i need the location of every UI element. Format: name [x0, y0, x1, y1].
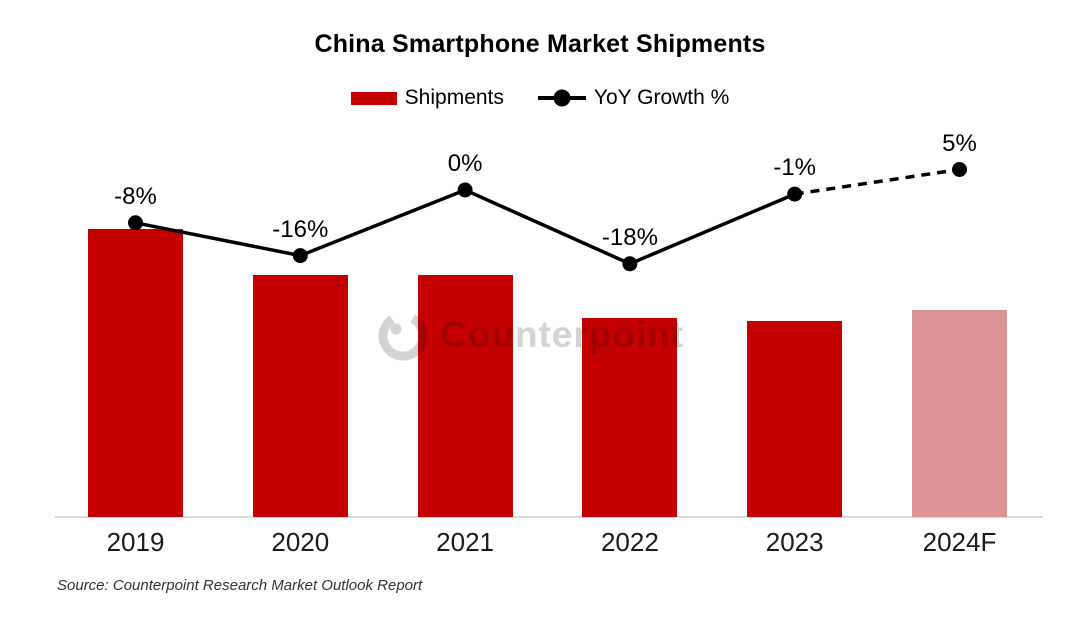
- yoy-marker-2019: [128, 215, 143, 231]
- chart-title: China Smartphone Market Shipments: [314, 30, 766, 58]
- x-tick-2019: 2019: [106, 527, 165, 557]
- legend-yoy-label: YoY Growth %: [593, 86, 730, 109]
- bar-2024F: [912, 309, 1007, 517]
- x-tick-2024F: 2024F: [922, 527, 997, 557]
- yoy-marker-2023: [787, 186, 803, 202]
- shipments-swatch-icon: [350, 91, 397, 105]
- yoy-label-2022: -18%: [601, 223, 658, 251]
- yoy-label-2020: -16%: [272, 215, 329, 243]
- x-tick-2020: 2020: [271, 527, 330, 557]
- yoy-label-2024F: 5%: [942, 129, 977, 157]
- bar-2020: [252, 275, 348, 517]
- yoy-marker-2021: [457, 182, 473, 198]
- yoy-line-forecast-dashed: [794, 167, 960, 196]
- legend: Shipments YoY Growth %: [0, 86, 1080, 110]
- legend-shipments-label: Shipments: [404, 86, 504, 109]
- yoy-label-2019: -8%: [114, 182, 157, 210]
- yoy-label-2021: 0%: [447, 150, 483, 177]
- yoy-marker-2022: [622, 256, 638, 272]
- legend-item-shipments: Shipments: [350, 86, 504, 110]
- yoy-line-solid: [135, 188, 796, 266]
- x-tick-2021: 2021: [436, 527, 495, 557]
- bar-2021: [417, 275, 513, 517]
- yoy-line-sample-icon: [537, 89, 586, 107]
- yoy-marker-dot-icon: [553, 89, 571, 107]
- x-tick-2022: 2022: [600, 527, 659, 557]
- x-axis-line: [55, 516, 1043, 518]
- bar-2023: [747, 321, 843, 517]
- yoy-marker-2024F: [952, 162, 967, 177]
- yoy-marker-2020: [292, 248, 308, 264]
- bar-2022: [582, 318, 678, 517]
- yoy-label-2023: -1%: [773, 154, 817, 182]
- source-note: Source: Counterpoint Research Market Out…: [57, 577, 423, 594]
- x-tick-2023: 2023: [765, 527, 824, 557]
- bar-2019: [88, 229, 183, 517]
- legend-item-yoy: YoY Growth %: [537, 86, 730, 110]
